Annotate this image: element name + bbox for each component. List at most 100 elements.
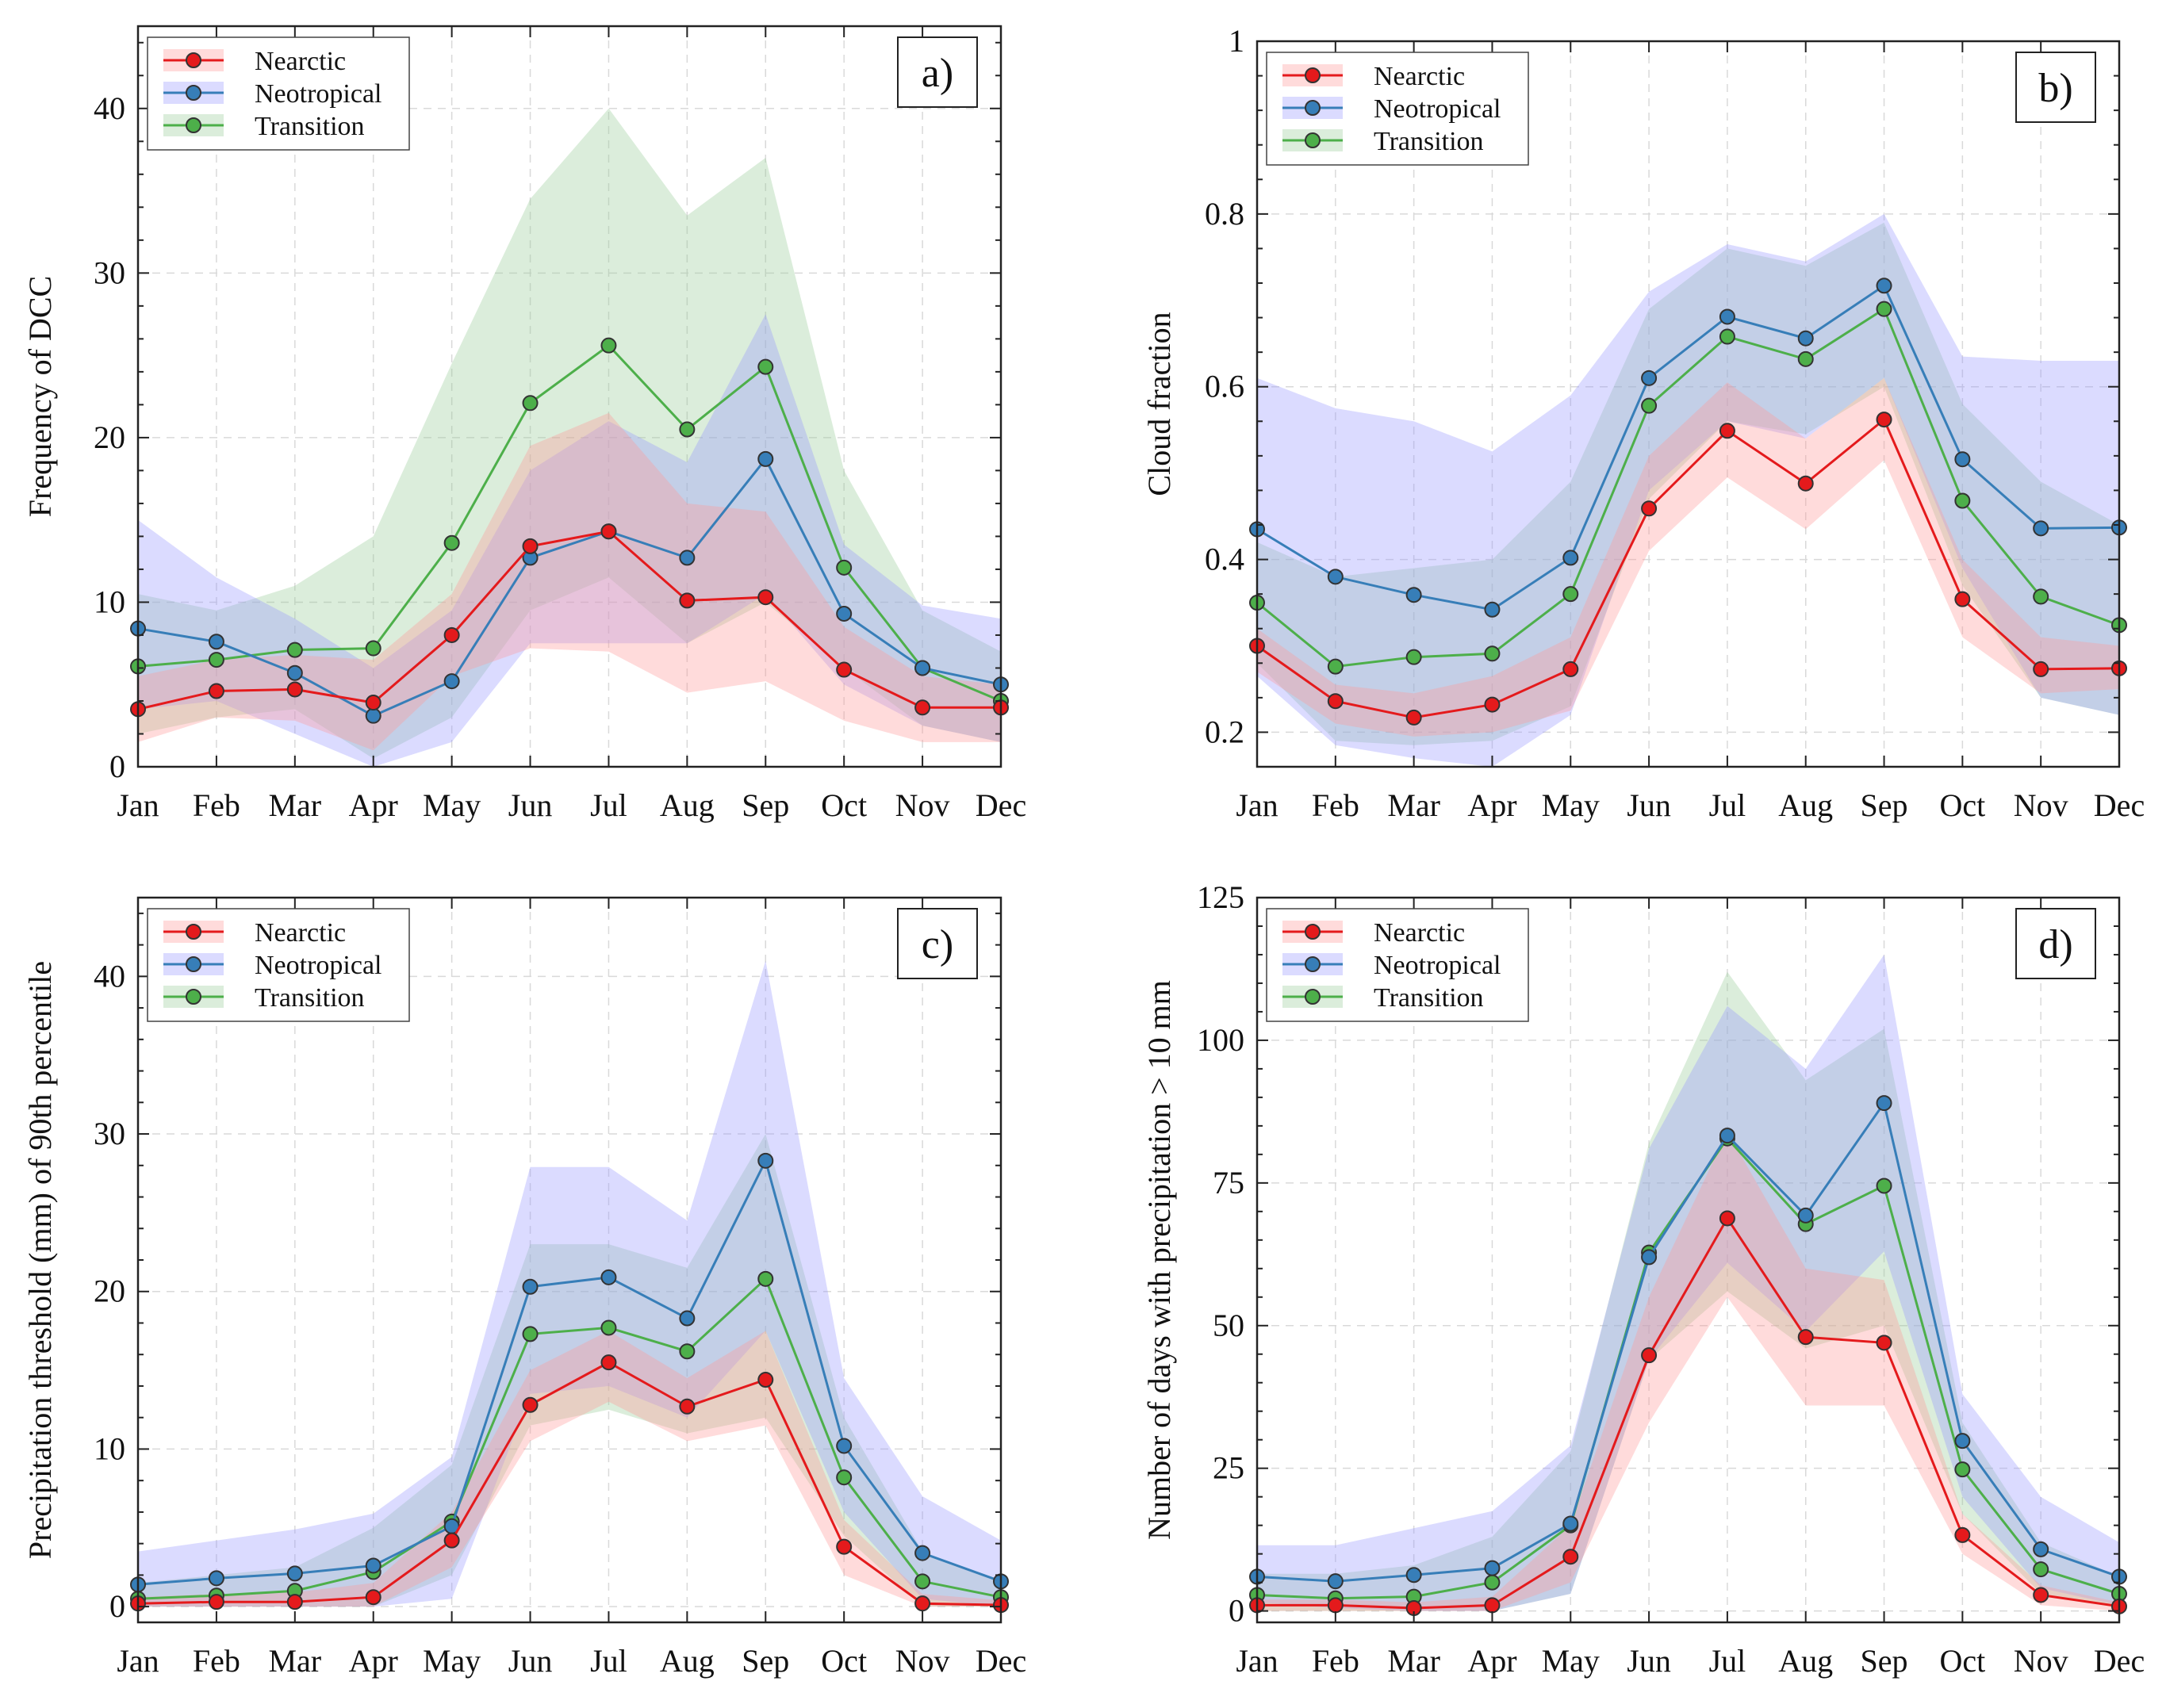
point-transition	[1484, 1574, 1501, 1591]
point-neotropical	[2033, 1541, 2049, 1557]
legend-label-transition: Transition	[1374, 983, 1484, 1013]
x-tick-label: Oct	[1939, 1643, 1985, 1679]
x-tick-label: May	[423, 787, 481, 823]
point-neotropical	[1484, 601, 1501, 618]
point-nearctic	[365, 695, 381, 711]
panel-label: c)	[922, 922, 953, 967]
legend-label-nearctic: Nearctic	[255, 918, 346, 948]
legend-label-neotropical: Neotropical	[255, 79, 382, 109]
x-tick-label: Jun	[1627, 787, 1671, 823]
point-nearctic	[836, 1538, 853, 1555]
x-tick-label: Jan	[117, 1643, 159, 1679]
x-tick-label: Mar	[1387, 1643, 1440, 1679]
point-transition	[1562, 586, 1579, 603]
point-transition	[2033, 588, 2049, 605]
x-tick-label: Nov	[895, 787, 950, 823]
point-nearctic	[1876, 1335, 1892, 1351]
x-tick-label: Dec	[976, 1643, 1026, 1679]
x-tick-label: Mar	[268, 1643, 321, 1679]
x-tick-label: Feb	[193, 1643, 240, 1679]
y-axis-label: Frequency of DCC	[22, 276, 58, 517]
legend-marker-neotropical	[186, 956, 201, 972]
x-tick-label: Jun	[508, 1643, 553, 1679]
point-transition	[208, 652, 224, 668]
point-nearctic	[914, 1595, 931, 1612]
point-transition	[1954, 1461, 1971, 1478]
axes-frame	[1256, 40, 2121, 768]
point-nearctic	[600, 1354, 617, 1371]
y-tick-label: 125	[1197, 879, 1244, 915]
axes-frame	[1256, 896, 2121, 1624]
y-tick-label: 20	[94, 419, 125, 455]
point-nearctic	[1641, 1347, 1658, 1364]
legend-marker-transition	[1305, 132, 1321, 148]
point-neotropical	[1562, 1515, 1579, 1532]
line-nearctic	[1256, 417, 2120, 719]
point-nearctic	[286, 681, 303, 698]
x-tick-label: Dec	[976, 787, 1026, 823]
legend-marker-transition	[186, 989, 201, 1005]
point-neotropical	[1327, 1573, 1344, 1590]
point-transition	[757, 1270, 774, 1287]
y-tick-label: 40	[94, 90, 125, 126]
point-neotropical	[1876, 278, 1892, 294]
y-axis-label: Precipitation threshold (mm) of 90th per…	[22, 961, 58, 1559]
point-transition	[365, 640, 381, 657]
point-nearctic	[443, 626, 460, 643]
point-nearctic	[1876, 412, 1892, 428]
y-tick-label: 0	[109, 749, 125, 784]
x-tick-label: Apr	[1467, 787, 1516, 823]
line-transition	[137, 343, 1002, 703]
legend-label-nearctic: Nearctic	[255, 47, 346, 76]
point-transition	[836, 1469, 853, 1486]
point-nearctic	[757, 589, 774, 606]
point-nearctic	[1719, 1210, 1735, 1227]
x-tick-label: Feb	[1312, 1643, 1359, 1679]
point-transition	[443, 534, 460, 551]
y-tick-label: 75	[1213, 1165, 1244, 1201]
legend-label-nearctic: Nearctic	[1374, 62, 1465, 91]
legend-marker-neotropical	[186, 85, 201, 101]
y-tick-label: 25	[1213, 1450, 1244, 1486]
point-neotropical	[1876, 1095, 1892, 1112]
y-tick-label: 10	[94, 584, 125, 619]
x-tick-label: Jul	[590, 787, 627, 823]
band-transition	[138, 1134, 1001, 1607]
panel-b: 0.2 0.4 0.6 0.8 1 Jan Feb Mar Apr May Jun Jul Aug Sep…	[1141, 23, 2145, 823]
point-neotropical	[286, 664, 303, 681]
x-tick-label: Dec	[2094, 787, 2145, 823]
point-transition	[522, 395, 539, 412]
x-tick-label: Feb	[1312, 787, 1359, 823]
point-nearctic	[1797, 475, 1814, 492]
legend: Nearctic Neotropical Transition	[1266, 908, 1529, 1022]
x-tick-label: Aug	[660, 1643, 715, 1679]
x-tick-label: Sep	[742, 787, 789, 823]
legend-label-transition: Transition	[255, 112, 365, 141]
band-neotropical	[1257, 955, 2119, 1611]
x-tick-label: Dec	[2094, 1643, 2145, 1679]
point-transition	[1719, 328, 1735, 345]
point-nearctic	[365, 1589, 381, 1606]
legend-marker-neotropical	[1305, 100, 1321, 116]
y-tick-label: 50	[1213, 1308, 1244, 1343]
point-nearctic	[1641, 500, 1658, 517]
x-tick-label: Sep	[1861, 787, 1908, 823]
panel-label-box	[2015, 52, 2096, 123]
point-transition	[914, 1573, 931, 1590]
x-tick-label: Jul	[1709, 787, 1746, 823]
y-tick-label: 0.4	[1205, 542, 1244, 577]
line-transition	[1256, 307, 2120, 668]
point-neotropical	[1719, 308, 1735, 325]
point-neotropical	[1641, 1249, 1658, 1266]
point-neotropical	[286, 1565, 303, 1582]
point-nearctic	[914, 699, 931, 716]
band-transition	[1257, 971, 2119, 1611]
x-tick-label: Jan	[117, 787, 159, 823]
x-tick-label: Oct	[821, 1643, 867, 1679]
point-nearctic	[757, 1372, 774, 1388]
point-neotropical	[2033, 520, 2049, 537]
x-tick-label: Jul	[590, 1643, 627, 1679]
point-neotropical	[1484, 1560, 1501, 1576]
point-neotropical	[1405, 1567, 1422, 1584]
